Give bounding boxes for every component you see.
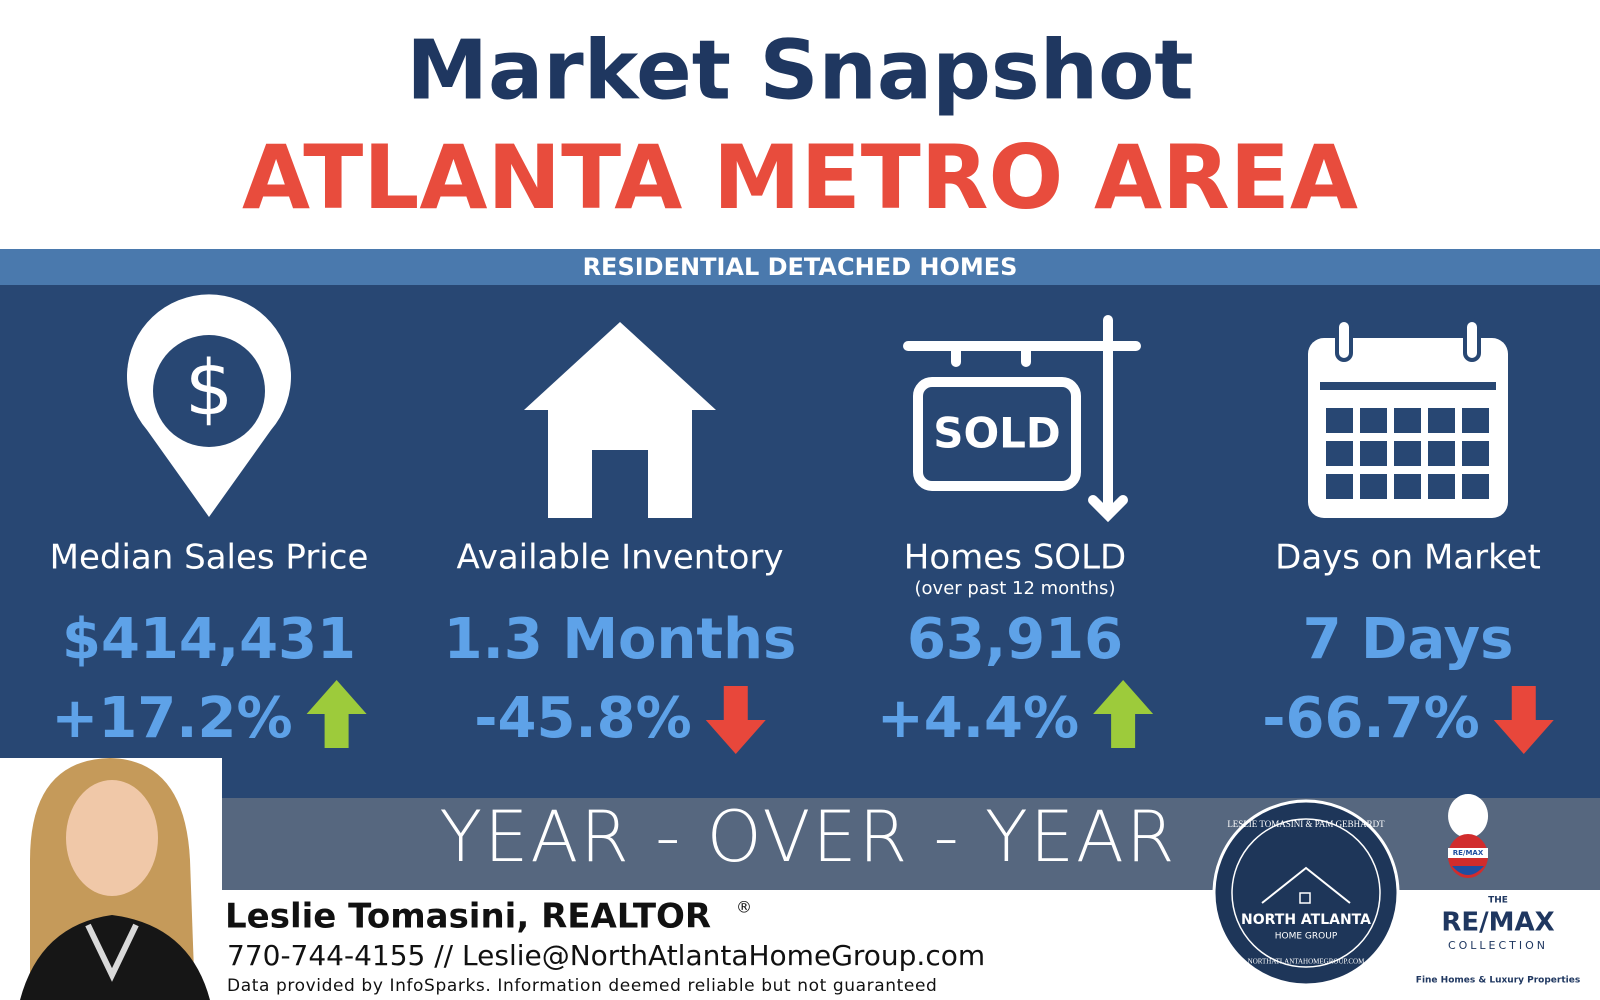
calendar-cell [1394,408,1421,433]
stat-card: SOLD Homes SOLD(over past 12 months) 63,91… [877,315,1154,751]
agent-photo [0,758,222,1000]
arrow-down [1493,686,1554,754]
banner-bar [0,249,1600,285]
stat-value: $414,431 [62,607,356,672]
calendar-header [1320,382,1496,390]
sign-text: SOLD [933,409,1061,458]
banner: RESIDENTIAL DETACHED HOMES [583,253,1018,281]
sign-board [913,377,1081,491]
calendar-cell [1360,474,1387,499]
logo-ring: LESLIE TOMASINI & PAM GEBHARDT [1227,819,1385,829]
calendar-cell [1428,474,1455,499]
brand-name: RE/MAX [1441,908,1554,938]
stat-card: $ Median Sales Price $414,431 +17.2% [50,294,369,751]
stat-card: Days on Market 7 Days -66.7% [1262,318,1554,754]
stat-card: Available Inventory 1.3 Months -45.8% [444,322,797,754]
stat-label: Available Inventory [456,538,783,578]
house-icon [524,322,716,518]
logo-name: NORTH ATLANTA [1241,912,1371,928]
agent-name: Leslie Tomasini, REALTOR [225,897,711,937]
stat-change: +4.4% [877,686,1079,751]
title: Market Snapshot [406,23,1193,118]
period: YEAR - OVER - YEAR [439,796,1176,878]
brand-logo: RE/MAX THE RE/MAX COLLECTION Fine Homes … [1416,794,1580,986]
stat-value: 7 Days [1303,607,1514,672]
calendar-cell [1394,441,1421,466]
stat-change: +17.2% [51,686,292,751]
stat-label: Days on Market [1275,538,1541,578]
disclaimer: Data provided by InfoSparks. Information… [227,976,937,996]
stat-label: Homes SOLD [904,538,1126,578]
stat-change: -66.7% [1262,686,1480,751]
calendar-cell [1462,474,1489,499]
logo-url: NORTHATLANTAHOMEGROUP.COM [1248,958,1365,966]
stat-change: -45.8% [474,686,692,751]
calendar-cell [1326,474,1353,499]
subtitle: ATLANTA METRO AREA [242,126,1358,229]
calendar-cell [1462,441,1489,466]
calendar-cell [1394,474,1421,499]
calendar-ring [1335,318,1353,362]
brand-collection: COLLECTION [1448,939,1548,952]
registered-mark: ® [736,898,752,917]
calendar-cell [1326,408,1353,433]
pin-symbol: $ [185,343,233,432]
calendar-cell [1428,408,1455,433]
stat-value: 63,916 [907,607,1123,672]
calendar-cell [1326,441,1353,466]
calendar-cell [1360,441,1387,466]
balloon-label: RE/MAX [1453,849,1484,857]
calendar-ring [1463,318,1481,362]
calendar-cell [1428,441,1455,466]
group-logo: LESLIE TOMASINI & PAM GEBHARDT NORTH ATL… [1212,799,1400,987]
arrow-up [1093,680,1154,748]
stat-value: 1.3 Months [444,607,797,672]
stat-label: Median Sales Price [50,538,369,578]
stat-note: (over past 12 months) [915,578,1116,599]
arrow-down [705,686,766,754]
calendar-cell [1462,408,1489,433]
logo-sub: HOME GROUP [1275,932,1338,942]
brand-the: THE [1488,896,1508,906]
calendar-cell [1360,408,1387,433]
sign-post [903,315,1141,523]
arrow-up [306,680,367,748]
agent-contact: 770-744-4155 // Leslie@NorthAtlantaHomeG… [227,939,985,972]
brand-tagline: Fine Homes & Luxury Properties [1416,976,1580,986]
pin-hole [153,335,265,447]
